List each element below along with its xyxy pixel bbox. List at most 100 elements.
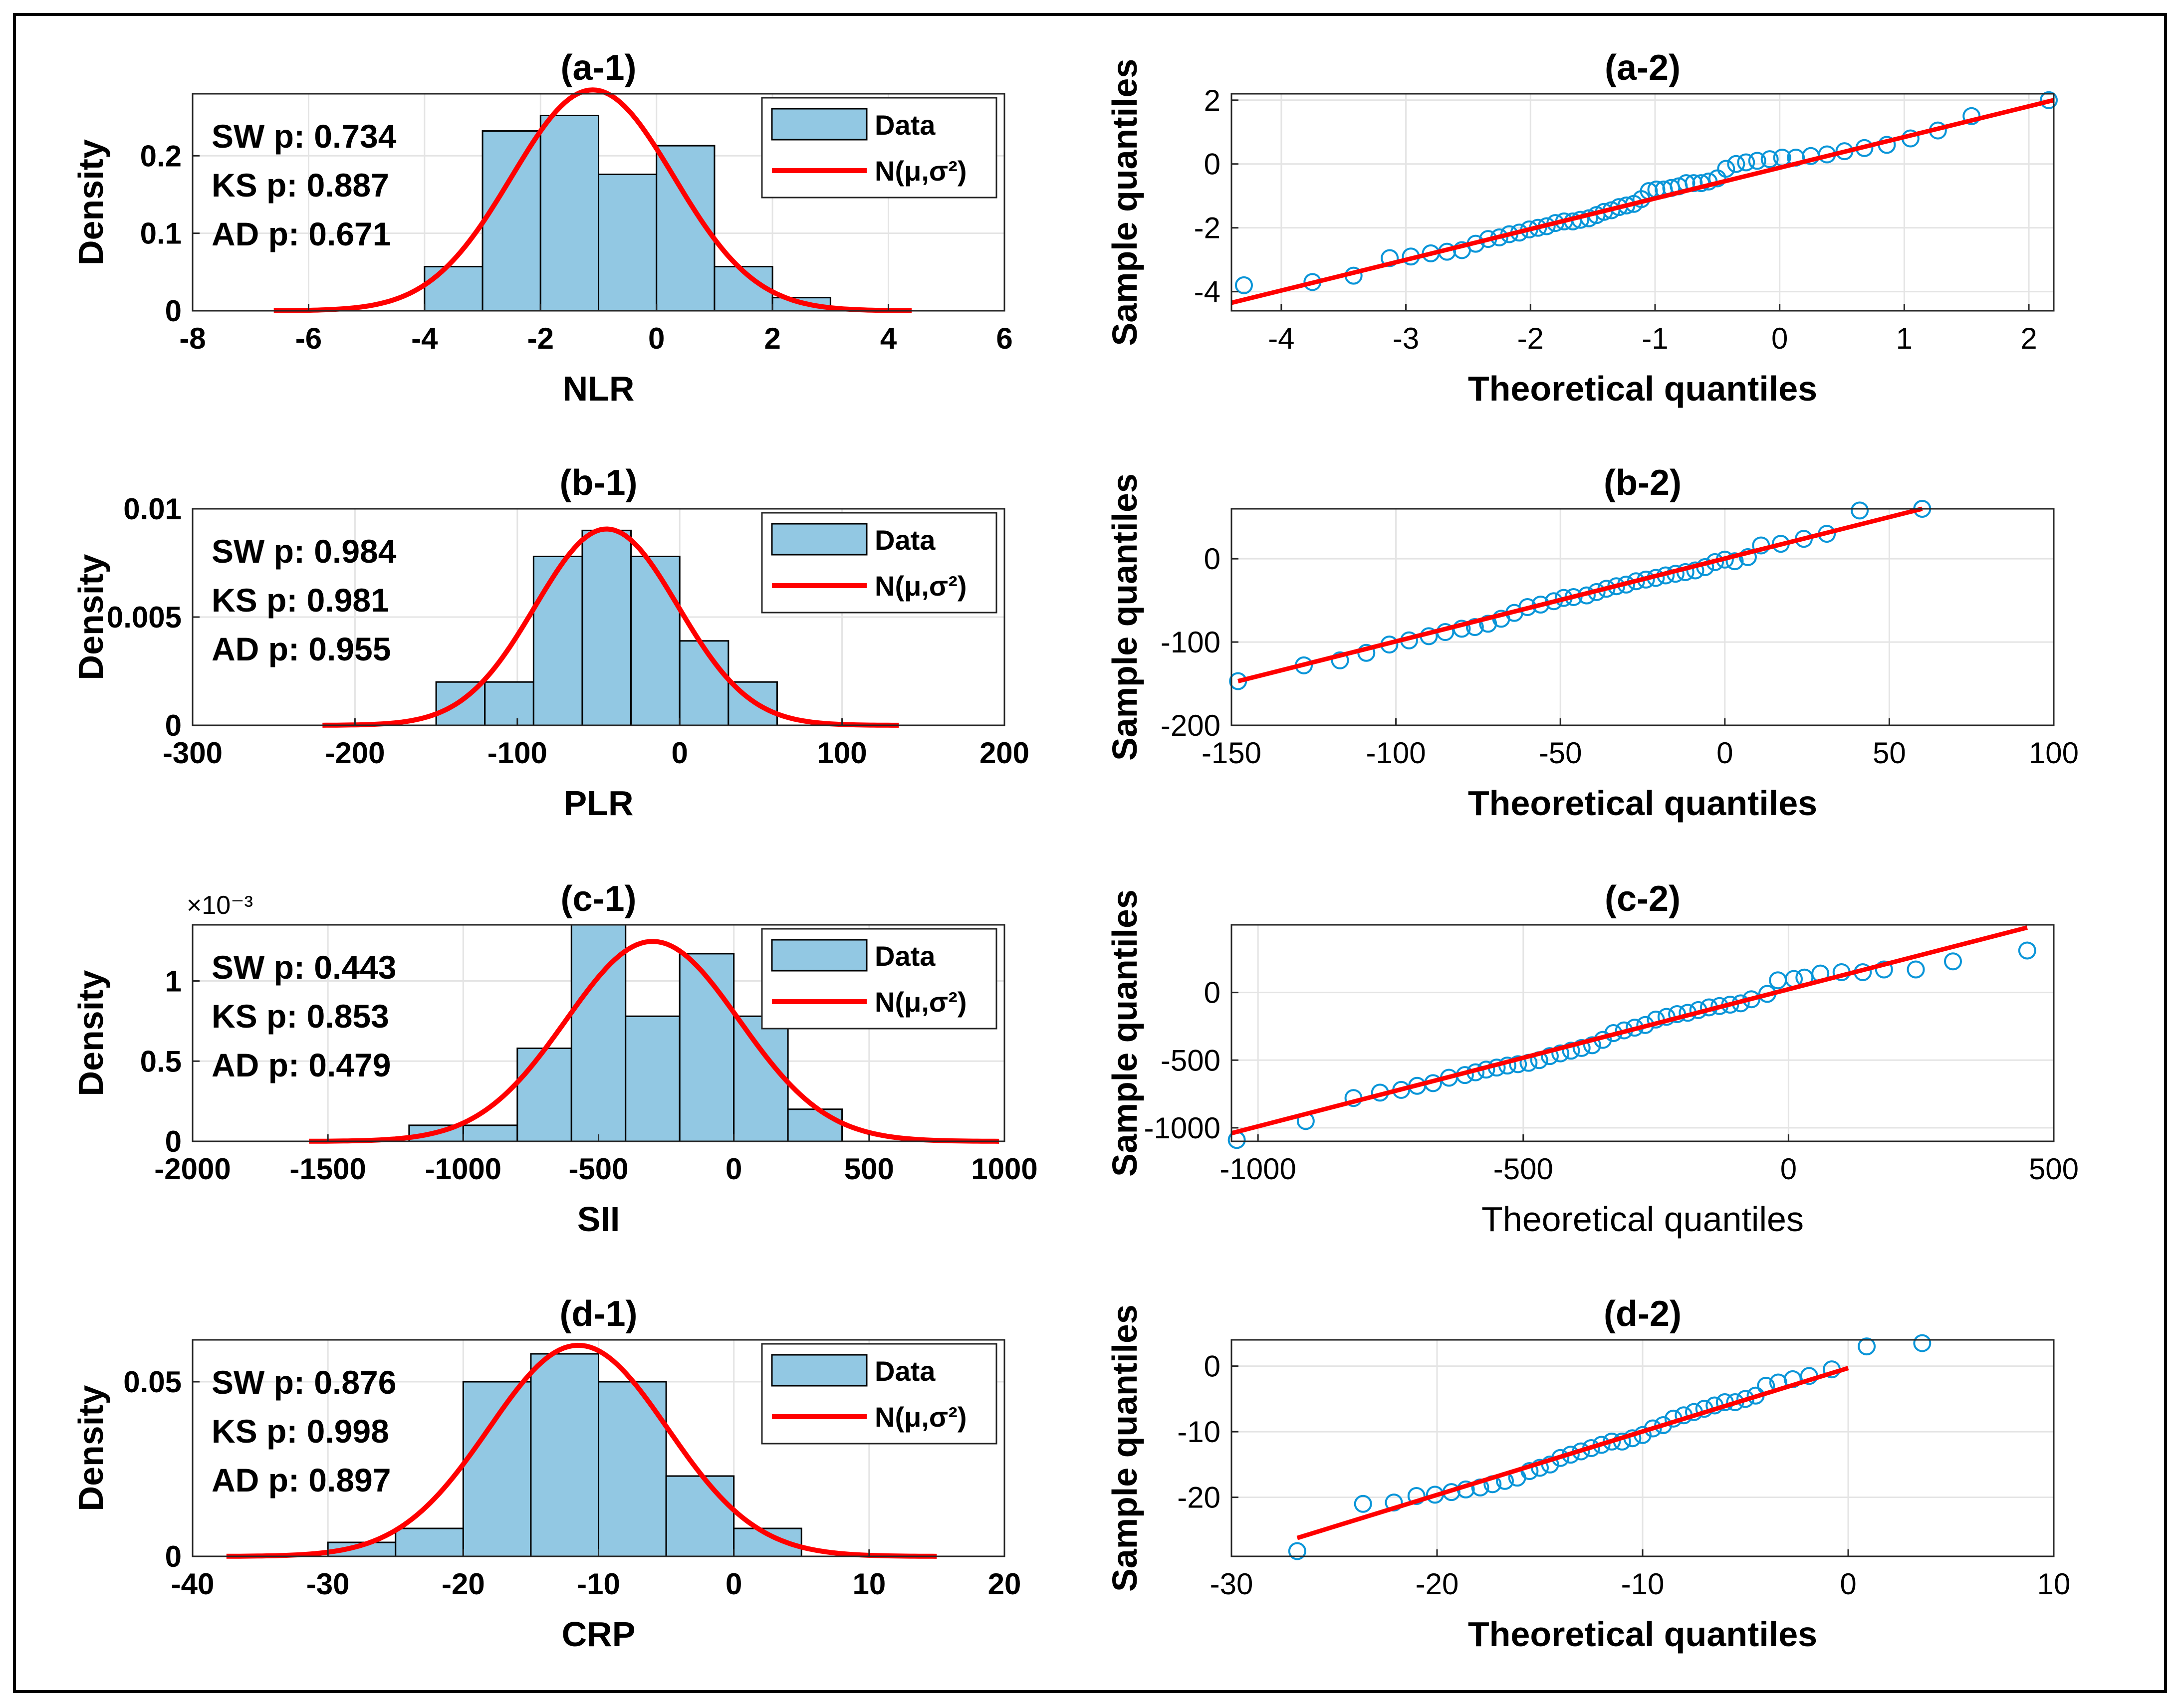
y-tick-label: 0 [1204, 148, 1220, 181]
normal-fit-curve [226, 1342, 937, 1559]
x-tick-label: 20 [988, 1567, 1021, 1601]
x-tick-label: 200 [979, 736, 1029, 770]
qq-point [1572, 1039, 1591, 1057]
qq-point [1288, 1542, 1306, 1560]
normal-fit-curve [273, 87, 912, 313]
axes-box [1230, 924, 2055, 1142]
x-tick-label: -500 [568, 1152, 628, 1186]
qq-point [1858, 1337, 1876, 1356]
histogram-bar [539, 115, 600, 312]
x-tick-label: -3 [1393, 322, 1419, 355]
stat-text: SW p: 0.876 [212, 1364, 396, 1401]
x-tick-label: -4 [1268, 322, 1294, 355]
legend-label-data: Data [875, 109, 936, 141]
x-tick-label: 0 [1780, 1152, 1797, 1186]
panel-b-2: -150 -100 -50 0 50 100 -200 -100 0 (b-2) Theoretic… [1105, 463, 2079, 823]
y-tick-label: 0 [1204, 976, 1220, 1010]
qq-point [1551, 1044, 1570, 1063]
qq-point [1717, 160, 1735, 178]
qq-point [2040, 91, 2058, 109]
x-tick-label: -150 [1202, 736, 1261, 770]
y-tick-label: -1000 [1144, 1111, 1220, 1145]
x-tick-label: -30 [306, 1567, 350, 1601]
y-axis-label: Density [71, 970, 110, 1096]
stat-text: KS p: 0.981 [212, 582, 389, 619]
legend: Data N(μ,σ²) [761, 97, 997, 199]
x-axis-label: Theoretical quantiles [1481, 1200, 1804, 1239]
y-tick-label: 0.5 [140, 1045, 182, 1078]
x-axis-label: CRP [562, 1615, 636, 1654]
qq-point [1331, 651, 1349, 669]
x-tick-label: 100 [2029, 736, 2079, 770]
qq-point [1540, 1047, 1559, 1066]
y-tick-label: 0 [1204, 1350, 1220, 1383]
y-tick-label: -500 [1161, 1044, 1220, 1077]
y-axis-label: Sample quantiles [1105, 1304, 1144, 1592]
x-tick-label: -1000 [1219, 1152, 1296, 1186]
qq-point [1962, 107, 1981, 125]
qq-point [1654, 1416, 1673, 1434]
histogram-bar [665, 1475, 735, 1557]
histogram-bar [630, 555, 681, 726]
y-tick-label: -200 [1161, 709, 1220, 742]
x-tick-label: 1 [1896, 322, 1913, 355]
qq-point [1943, 952, 1962, 971]
stat-text: KS p: 0.887 [212, 167, 389, 204]
panel-title: (a-1) [560, 48, 636, 88]
panel-title: (b-2) [1604, 463, 1682, 503]
panel-d-1: -40 -30 -20 -10 0 10 20 0 0.05 (d-1) CRP Density SW … [71, 1294, 1021, 1654]
reference-line [1296, 1366, 1849, 1540]
histogram-bar [482, 130, 541, 312]
y-axis-label: Sample quantiles [1105, 473, 1144, 761]
histogram-bar [787, 1108, 843, 1142]
histogram-bar [484, 681, 534, 726]
stat-text: AD p: 0.897 [212, 1462, 391, 1498]
x-tick-label: -100 [487, 736, 547, 770]
qq-point [1562, 1042, 1580, 1060]
y-axis-label: Sample quantiles [1105, 889, 1144, 1177]
reference-line [1230, 925, 2028, 1136]
histogram-bar [625, 1015, 681, 1142]
figure-frame: -8 -6 -4 -2 0 2 4 6 0 0.1 0.2 (a-1) NLR Density SW p: … [13, 13, 2167, 1693]
y-tick-label: -10 [1177, 1415, 1220, 1449]
plot-area [1231, 509, 2054, 725]
x-tick-label: -30 [1210, 1567, 1253, 1601]
y-tick-label: 2 [1204, 84, 1220, 117]
qq-point [1407, 1487, 1426, 1505]
x-tick-label: 4 [880, 322, 897, 355]
stat-text: AD p: 0.479 [212, 1047, 391, 1083]
histogram-bar [532, 555, 583, 726]
x-axis-label: Theoretical quantiles [1468, 369, 1817, 408]
stat-text: SW p: 0.443 [212, 949, 396, 986]
axes-box [192, 93, 1005, 312]
reference-line [1237, 506, 1923, 683]
panel-c-2: -1000 -500 0 500 -1000 -500 0 (c-2) Theoretical … [1105, 879, 2079, 1239]
panel-title: (d-1) [560, 1294, 638, 1334]
y-tick-label: 0 [1204, 542, 1220, 576]
y-tick-label: 0 [165, 294, 182, 328]
histogram-bar [679, 640, 729, 726]
qq-point [1725, 552, 1744, 571]
grid [1231, 925, 2054, 1141]
x-tick-label: -10 [577, 1567, 620, 1601]
x-tick-label: -20 [442, 1567, 485, 1601]
x-tick-label: 0 [1771, 322, 1788, 355]
y-tick-label: 0.2 [140, 139, 182, 173]
legend-swatch-data [771, 939, 868, 972]
histogram-bar [462, 1124, 518, 1142]
x-tick-label: 10 [852, 1567, 886, 1601]
qq-point [1465, 618, 1484, 637]
qq-point [1913, 1334, 1932, 1352]
x-tick-label: -500 [1493, 1152, 1553, 1186]
x-axis-label: SII [577, 1200, 620, 1239]
x-tick-label: 0 [1716, 736, 1733, 770]
x-tick-label: -8 [179, 322, 206, 355]
x-tick-label: -1500 [289, 1152, 366, 1186]
axes-box [1230, 93, 2055, 312]
x-tick-label: -2 [527, 322, 554, 355]
qq-point [1583, 1036, 1601, 1055]
y-tick-label: -20 [1177, 1481, 1220, 1514]
x-tick-label: 0 [672, 736, 688, 770]
legend: Data N(μ,σ²) [761, 1343, 997, 1445]
